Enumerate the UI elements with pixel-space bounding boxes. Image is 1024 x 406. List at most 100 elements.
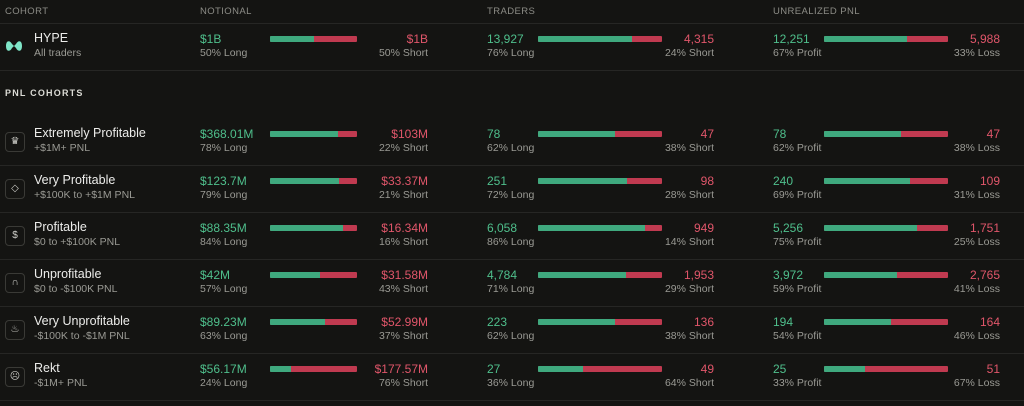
pnl-long-label: 33% Profit <box>773 377 822 389</box>
traders-ratio-bar <box>538 131 662 137</box>
traders-short-value: 1,953 <box>683 268 714 282</box>
traders-short-label: 24% Short <box>664 47 714 59</box>
traders-ratio-fill <box>538 319 615 325</box>
notional-ratio-fill <box>270 272 320 278</box>
traders-ratio-bar <box>538 178 662 184</box>
traders-long-label: 62% Long <box>487 142 535 154</box>
notional-ratio-fill <box>270 225 344 231</box>
table-header: COHORT NOTIONAL TRADERS UNREALIZED PNL <box>0 0 1024 24</box>
traders-short-value: 47 <box>700 127 714 141</box>
notional-short-value: $31.58M <box>381 268 428 282</box>
pnl-long-label: 62% Profit <box>773 142 822 154</box>
pnl-long-value: 12,251 <box>773 32 810 46</box>
notional-short-label: 76% Short <box>378 377 428 389</box>
traders-long-label: 72% Long <box>487 189 535 201</box>
cohort-row[interactable]: ∩ Unprofitable $0 to -$100K PNL $42M 57% Lon… <box>0 259 1024 307</box>
traders-ratio-bar <box>538 366 662 372</box>
traders-ratio-bar <box>538 36 662 42</box>
notional-long-label: 57% Long <box>200 283 248 295</box>
notional-long-label: 63% Long <box>200 330 248 342</box>
cohort-name: Profitable <box>34 220 87 234</box>
traders-ratio-fill <box>538 36 633 42</box>
pnl-ratio-fill <box>824 366 865 372</box>
cohort-name: Very Unprofitable <box>34 314 130 328</box>
cohort-row[interactable]: ◇ Very Profitable +$100K to +$1M PNL $123.7… <box>0 165 1024 213</box>
traders-short-value: 4,315 <box>683 32 714 46</box>
pnl-ratio-fill <box>824 272 898 278</box>
pnl-ratio-bar <box>824 319 948 325</box>
pnl-ratio-bar <box>824 225 948 231</box>
traders-short-label: 14% Short <box>664 236 714 248</box>
cohort-range: +$100K to +$1M PNL <box>34 189 135 201</box>
crown-icon: ♛ <box>5 132 25 152</box>
traders-short-label: 38% Short <box>664 142 714 154</box>
notional-long-value: $89.23M <box>200 315 247 329</box>
traders-ratio-fill <box>538 225 645 231</box>
traders-ratio-fill <box>538 178 628 184</box>
pnl-short-label: 46% Loss <box>953 330 1000 342</box>
notional-ratio-bar <box>270 178 357 184</box>
notional-short-label: 21% Short <box>378 189 428 201</box>
pnl-short-label: 67% Loss <box>953 377 1000 389</box>
pnl-long-value: 194 <box>773 315 794 329</box>
pnl-ratio-fill <box>824 36 908 42</box>
traders-ratio-bar <box>538 319 662 325</box>
cohort-row[interactable]: ♨ Very Unprofitable -$100K to -$1M PNL $89.… <box>0 306 1024 354</box>
cohort-name: Rekt <box>34 361 60 375</box>
notional-long-value: $368.01M <box>200 127 254 141</box>
pnl-long-value: 3,972 <box>773 268 804 282</box>
notional-ratio-bar <box>270 225 357 231</box>
notional-short-label: 50% Short <box>378 47 428 59</box>
money-bag-icon: $ <box>5 226 25 246</box>
pnl-long-label: 54% Profit <box>773 330 822 342</box>
notional-long-value: $1B <box>200 32 222 46</box>
traders-short-label: 64% Short <box>664 377 714 389</box>
flame-icon: ♨ <box>5 320 25 340</box>
cohort-range: +$1M+ PNL <box>34 142 91 154</box>
pnl-short-label: 38% Loss <box>953 142 1000 154</box>
notional-ratio-fill <box>270 131 338 137</box>
diamond-icon: ◇ <box>5 179 25 199</box>
traders-long-value: 27 <box>487 362 501 376</box>
notional-short-label: 43% Short <box>378 283 428 295</box>
traders-long-value: 251 <box>487 174 508 188</box>
section-title: PNL COHORTS <box>5 88 84 98</box>
pnl-ratio-bar <box>824 131 948 137</box>
traders-long-value: 6,058 <box>487 221 518 235</box>
hype-logo-icon <box>5 37 23 55</box>
traders-ratio-fill <box>538 272 627 278</box>
pnl-ratio-bar <box>824 36 948 42</box>
pnl-ratio-bar <box>824 178 948 184</box>
traders-long-value: 13,927 <box>487 32 524 46</box>
cohort-row[interactable]: ♛ Extremely Profitable +$1M+ PNL $368.01M 78… <box>0 118 1024 166</box>
pnl-short-label: 41% Loss <box>953 283 1000 295</box>
pnl-ratio-bar <box>824 366 948 372</box>
notional-short-value: $33.37M <box>381 174 428 188</box>
cohort-row[interactable]: HYPE All traders $1B 50% Long $1B 50% Short 13… <box>0 23 1024 71</box>
traders-short-label: 29% Short <box>664 283 714 295</box>
pnl-long-label: 59% Profit <box>773 283 822 295</box>
traders-ratio-fill <box>538 366 583 372</box>
notional-ratio-bar <box>270 319 357 325</box>
notional-ratio-fill <box>270 366 291 372</box>
cohort-range: -$1M+ PNL <box>34 377 88 389</box>
cohort-name: HYPE <box>34 31 69 45</box>
traders-short-value: 98 <box>700 174 714 188</box>
notional-long-label: 24% Long <box>200 377 248 389</box>
traders-long-value: 223 <box>487 315 508 329</box>
cohort-name: Extremely Profitable <box>34 126 146 140</box>
cohort-name: Very Profitable <box>34 173 116 187</box>
traders-long-label: 76% Long <box>487 47 535 59</box>
notional-ratio-bar <box>270 131 357 137</box>
traders-short-value: 949 <box>693 221 714 235</box>
cohort-row[interactable]: $ Profitable $0 to +$100K PNL $88.35M 84% Lo… <box>0 212 1024 260</box>
cohort-row[interactable]: ☹ Rekt -$1M+ PNL $56.17M 24% Long $177.57M 76%… <box>0 353 1024 401</box>
pnl-short-label: 33% Loss <box>953 47 1000 59</box>
notional-long-label: 50% Long <box>200 47 248 59</box>
cohort-range: -$100K to -$1M PNL <box>34 330 130 342</box>
traders-long-label: 71% Long <box>487 283 535 295</box>
notional-long-label: 78% Long <box>200 142 248 154</box>
notional-short-value: $52.99M <box>381 315 428 329</box>
pnl-short-label: 25% Loss <box>953 236 1000 248</box>
traders-long-label: 86% Long <box>487 236 535 248</box>
